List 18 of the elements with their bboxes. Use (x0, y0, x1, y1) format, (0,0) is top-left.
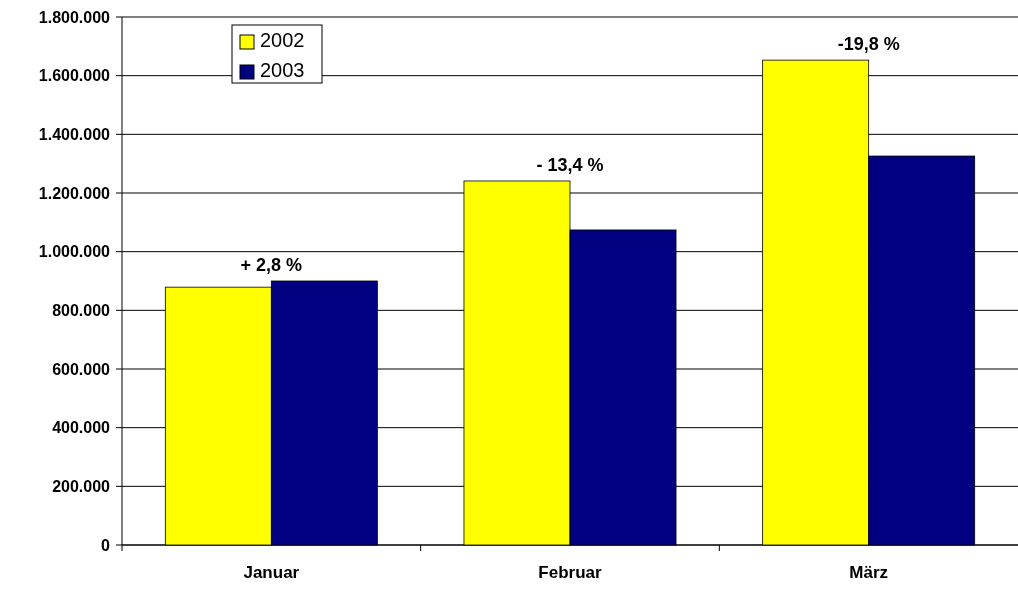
y-tick-label: 1.400.000 (38, 125, 111, 143)
y-tick-label: 400.000 (52, 419, 111, 437)
y-tick-label: 800.000 (52, 301, 111, 319)
annotation: - 13,4 % (536, 154, 604, 175)
annotation: -19,8 % (837, 34, 900, 55)
y-tick-label: 200.000 (52, 477, 111, 495)
y-tick-label: 1.200.000 (38, 184, 111, 202)
x-tick-label: März (849, 563, 889, 582)
x-tick-label: Januar (243, 563, 300, 582)
x-tick-label: Februar (538, 563, 603, 582)
y-tick-label: 600.000 (52, 360, 111, 378)
y-tick-label: 1.600.000 (38, 67, 111, 85)
y-tick-label: 1.800.000 (38, 8, 111, 26)
y-tick-label: 1.000.000 (38, 243, 111, 261)
legend-label: 2002 (260, 29, 305, 51)
legend-label: 2003 (260, 59, 305, 81)
annotation: + 2,8 % (240, 255, 303, 275)
y-tick-label: 0 (101, 536, 111, 554)
